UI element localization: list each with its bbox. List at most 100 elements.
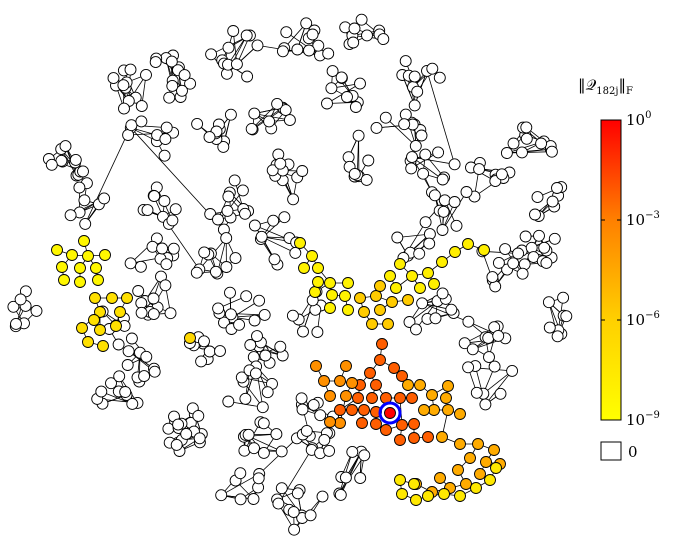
graph-node — [358, 449, 371, 462]
graph-node — [318, 433, 331, 446]
graph-node — [124, 63, 137, 76]
graph-node-colored — [121, 292, 133, 304]
graph-node — [205, 48, 218, 61]
graph-node — [300, 424, 313, 437]
graph-node — [221, 204, 234, 217]
graph-node-colored — [90, 262, 102, 274]
graph-node — [222, 190, 235, 203]
graph-node — [235, 371, 248, 384]
graph-node-colored — [366, 318, 378, 330]
graph-node — [121, 359, 134, 371]
graph-node-colored — [99, 249, 111, 261]
graph-edge — [84, 125, 132, 225]
graph-node — [10, 317, 22, 330]
graph-node-colored — [480, 456, 492, 468]
graph-node — [7, 300, 20, 313]
graph-node — [287, 506, 300, 519]
graph-node-colored — [94, 306, 106, 318]
graph-node — [436, 173, 449, 186]
colorbar: ‖𝒬182j‖F 100 10−3 10−6 10−9 0 — [578, 76, 660, 461]
graph-node — [164, 307, 177, 320]
graph-node — [519, 230, 532, 243]
graph-node — [295, 392, 308, 405]
graph-node — [203, 131, 216, 144]
graph-node — [300, 17, 313, 30]
graph-node-colored — [390, 282, 402, 294]
graph-node-colored — [380, 424, 392, 436]
graph-node-colored — [460, 478, 472, 490]
graph-node-colored — [78, 235, 90, 247]
graph-node — [540, 256, 553, 269]
graph-node — [287, 193, 300, 206]
graph-node-colored — [394, 474, 406, 486]
graph-node-colored — [440, 392, 452, 404]
graph-node-colored — [358, 404, 370, 416]
graph-node — [419, 216, 432, 229]
graph-node — [272, 497, 285, 510]
graph-node — [323, 444, 336, 457]
graph-node — [426, 62, 439, 75]
graph-node — [413, 247, 426, 260]
graph-node — [311, 326, 324, 339]
graph-node-colored — [298, 262, 310, 274]
graph-node — [259, 349, 272, 362]
graph-node — [248, 107, 261, 120]
graph-node-colored — [408, 478, 420, 490]
graph-node — [169, 203, 182, 216]
graph-node — [195, 355, 208, 368]
graph-node — [321, 97, 333, 110]
graph-node — [239, 392, 252, 405]
graph-node — [191, 117, 204, 130]
graph-node-colored — [97, 340, 109, 352]
graph-node-colored — [342, 304, 354, 316]
graph-node — [148, 190, 161, 203]
graph-node — [296, 403, 309, 416]
graph-node-colored — [414, 282, 426, 294]
graph-edge — [421, 302, 469, 323]
graph-node — [149, 56, 162, 69]
graph-node-colored — [428, 278, 440, 290]
graph-node-colored — [414, 379, 426, 391]
graph-node — [303, 44, 315, 57]
graph-node — [355, 13, 368, 26]
source-node — [384, 407, 396, 419]
graph-node-colored — [318, 375, 330, 387]
graph-node — [158, 149, 171, 162]
graph-node — [288, 523, 301, 536]
graph-node — [256, 401, 269, 414]
graph-node — [354, 472, 367, 485]
graph-node-colored — [396, 488, 408, 500]
graph-node — [482, 331, 495, 344]
graph-node-colored — [110, 320, 122, 332]
graph-node — [352, 129, 365, 142]
graph-node-colored — [184, 332, 196, 344]
graph-node-colored — [352, 392, 364, 404]
graph-node — [335, 71, 348, 84]
graph-node — [445, 303, 458, 316]
graph-node — [349, 101, 362, 113]
graph-node — [14, 293, 27, 306]
graph-node — [499, 243, 512, 256]
graph-node — [361, 29, 373, 42]
graph-node — [486, 271, 499, 284]
graph-node — [494, 387, 507, 400]
graph-node — [176, 84, 188, 97]
graph-node — [360, 173, 373, 186]
graph-node — [280, 26, 293, 39]
graph-node — [180, 427, 193, 440]
graph-node-colored — [462, 238, 474, 250]
graph-node — [341, 91, 353, 103]
graph-node — [339, 471, 352, 484]
graph-node — [399, 108, 412, 121]
graph-node — [215, 489, 228, 502]
graph-node — [135, 115, 148, 128]
graph-node-colored — [88, 314, 100, 326]
graph-node-colored — [354, 292, 366, 304]
graph-node-colored — [422, 431, 434, 443]
graph-node-colored — [470, 482, 482, 494]
graph-node — [126, 397, 139, 410]
graph-node — [79, 217, 92, 230]
graph-node — [432, 146, 445, 159]
graph-node — [119, 386, 132, 398]
graph-node — [415, 129, 428, 142]
